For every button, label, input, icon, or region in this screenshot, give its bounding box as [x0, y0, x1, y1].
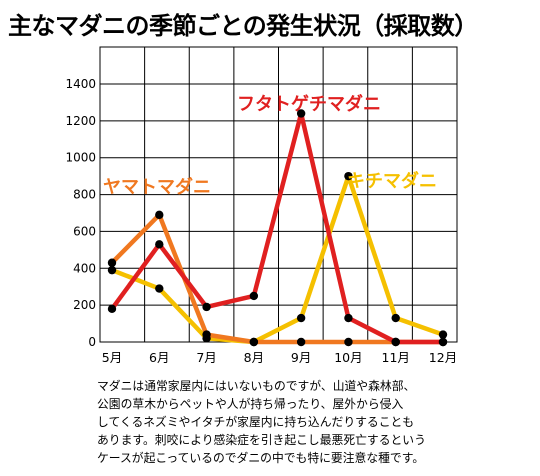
y-tick-label: 400 — [73, 261, 96, 275]
data-point — [344, 313, 353, 323]
data-point — [296, 109, 306, 118]
series-line — [109, 212, 446, 345]
data-point — [249, 291, 259, 301]
data-point — [155, 284, 164, 293]
chart-title: 主なマダニの季節ごとの発生状況（採取数） — [8, 12, 478, 40]
data-point — [438, 330, 448, 339]
x-tick-label: 9月 — [291, 350, 311, 365]
series-line — [109, 111, 446, 345]
y-tick-label: 200 — [73, 298, 96, 312]
y-tick-label: 1400 — [65, 77, 96, 91]
x-tick-label: 5月 — [102, 350, 122, 365]
data-point — [391, 313, 400, 323]
data-point — [107, 258, 117, 267]
description-text: マダニは通常家屋内にはいないものですが、山道や森林部、 公園の草木からペットや人… — [97, 379, 426, 465]
data-point — [391, 337, 400, 347]
series-line — [109, 173, 446, 345]
data-point — [202, 330, 211, 339]
y-tick-label: 800 — [73, 188, 96, 202]
data-point — [202, 302, 211, 312]
data-point — [155, 240, 164, 249]
data-point — [155, 210, 164, 220]
y-tick-label: 0 — [88, 335, 96, 349]
y-tick-label: 1000 — [65, 151, 96, 165]
data-point — [344, 337, 353, 347]
x-tick-label: 12月 — [429, 350, 457, 365]
data-point — [344, 171, 353, 181]
x-tick-label: 8月 — [244, 350, 264, 365]
y-tick-label: 1200 — [65, 114, 96, 128]
y-tick-label: 600 — [73, 224, 96, 238]
series-label: キチマダニ — [347, 170, 437, 192]
series-label: ヤマトマダニ — [103, 176, 211, 198]
data-point — [296, 313, 306, 323]
x-tick-label: 7月 — [196, 350, 216, 365]
x-tick-label: 11月 — [382, 350, 410, 365]
data-point — [107, 304, 117, 314]
series-label: フタトゲチマダニ — [237, 93, 381, 115]
data-point — [249, 337, 259, 347]
data-point — [296, 337, 306, 347]
data-point — [438, 337, 448, 347]
data-point — [107, 265, 117, 275]
x-tick-label: 10月 — [334, 350, 362, 365]
x-tick-label: 6月 — [149, 350, 169, 365]
